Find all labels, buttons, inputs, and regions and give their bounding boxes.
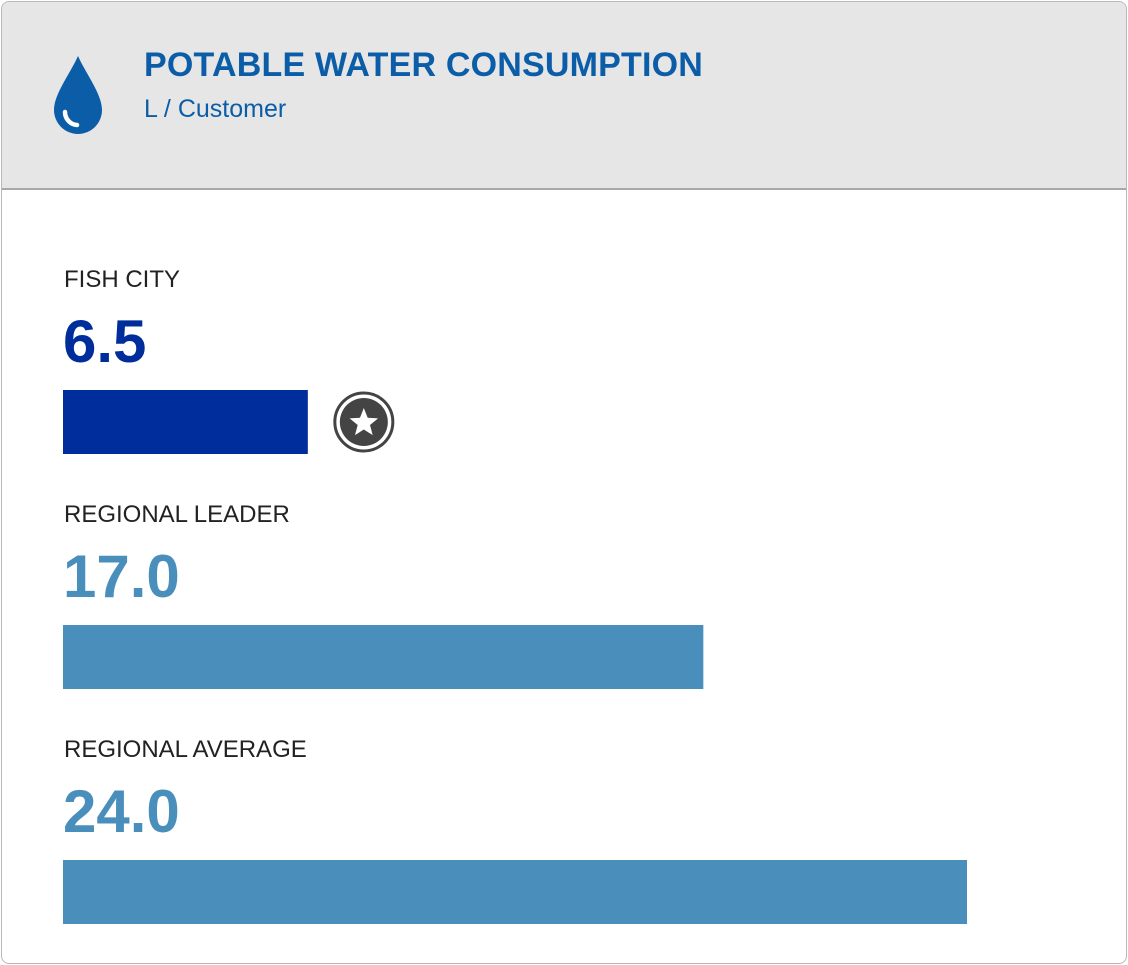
drop-highlight — [62, 109, 80, 128]
star-badge-icon — [333, 391, 395, 453]
category-label-regional-average: REGIONAL AVERAGE — [64, 736, 307, 763]
value-label-regional-leader: 17.0 — [63, 543, 180, 610]
bar-regional-leader — [63, 625, 704, 689]
card-subtitle: L / Customer — [144, 95, 287, 123]
water-drop-icon — [54, 56, 102, 134]
comparison-bar-chart: FISH CITY 6.5 REGIONAL LEADER 17.0 REGIONAL … — [63, 266, 967, 924]
card-title: POTABLE WATER CONSUMPTION — [144, 46, 704, 84]
bar-fish-city — [63, 390, 308, 454]
category-label-fish-city: FISH CITY — [64, 266, 180, 293]
bar-regional-average — [63, 860, 967, 924]
value-label-regional-average: 24.0 — [63, 778, 180, 845]
category-label-regional-leader: REGIONAL LEADER — [64, 501, 290, 528]
drop-shape — [54, 56, 102, 134]
card-header: POTABLE WATER CONSUMPTION L / Customer — [2, 2, 1126, 190]
badge-star — [349, 408, 379, 436]
value-label-fish-city: 6.5 — [63, 308, 146, 375]
